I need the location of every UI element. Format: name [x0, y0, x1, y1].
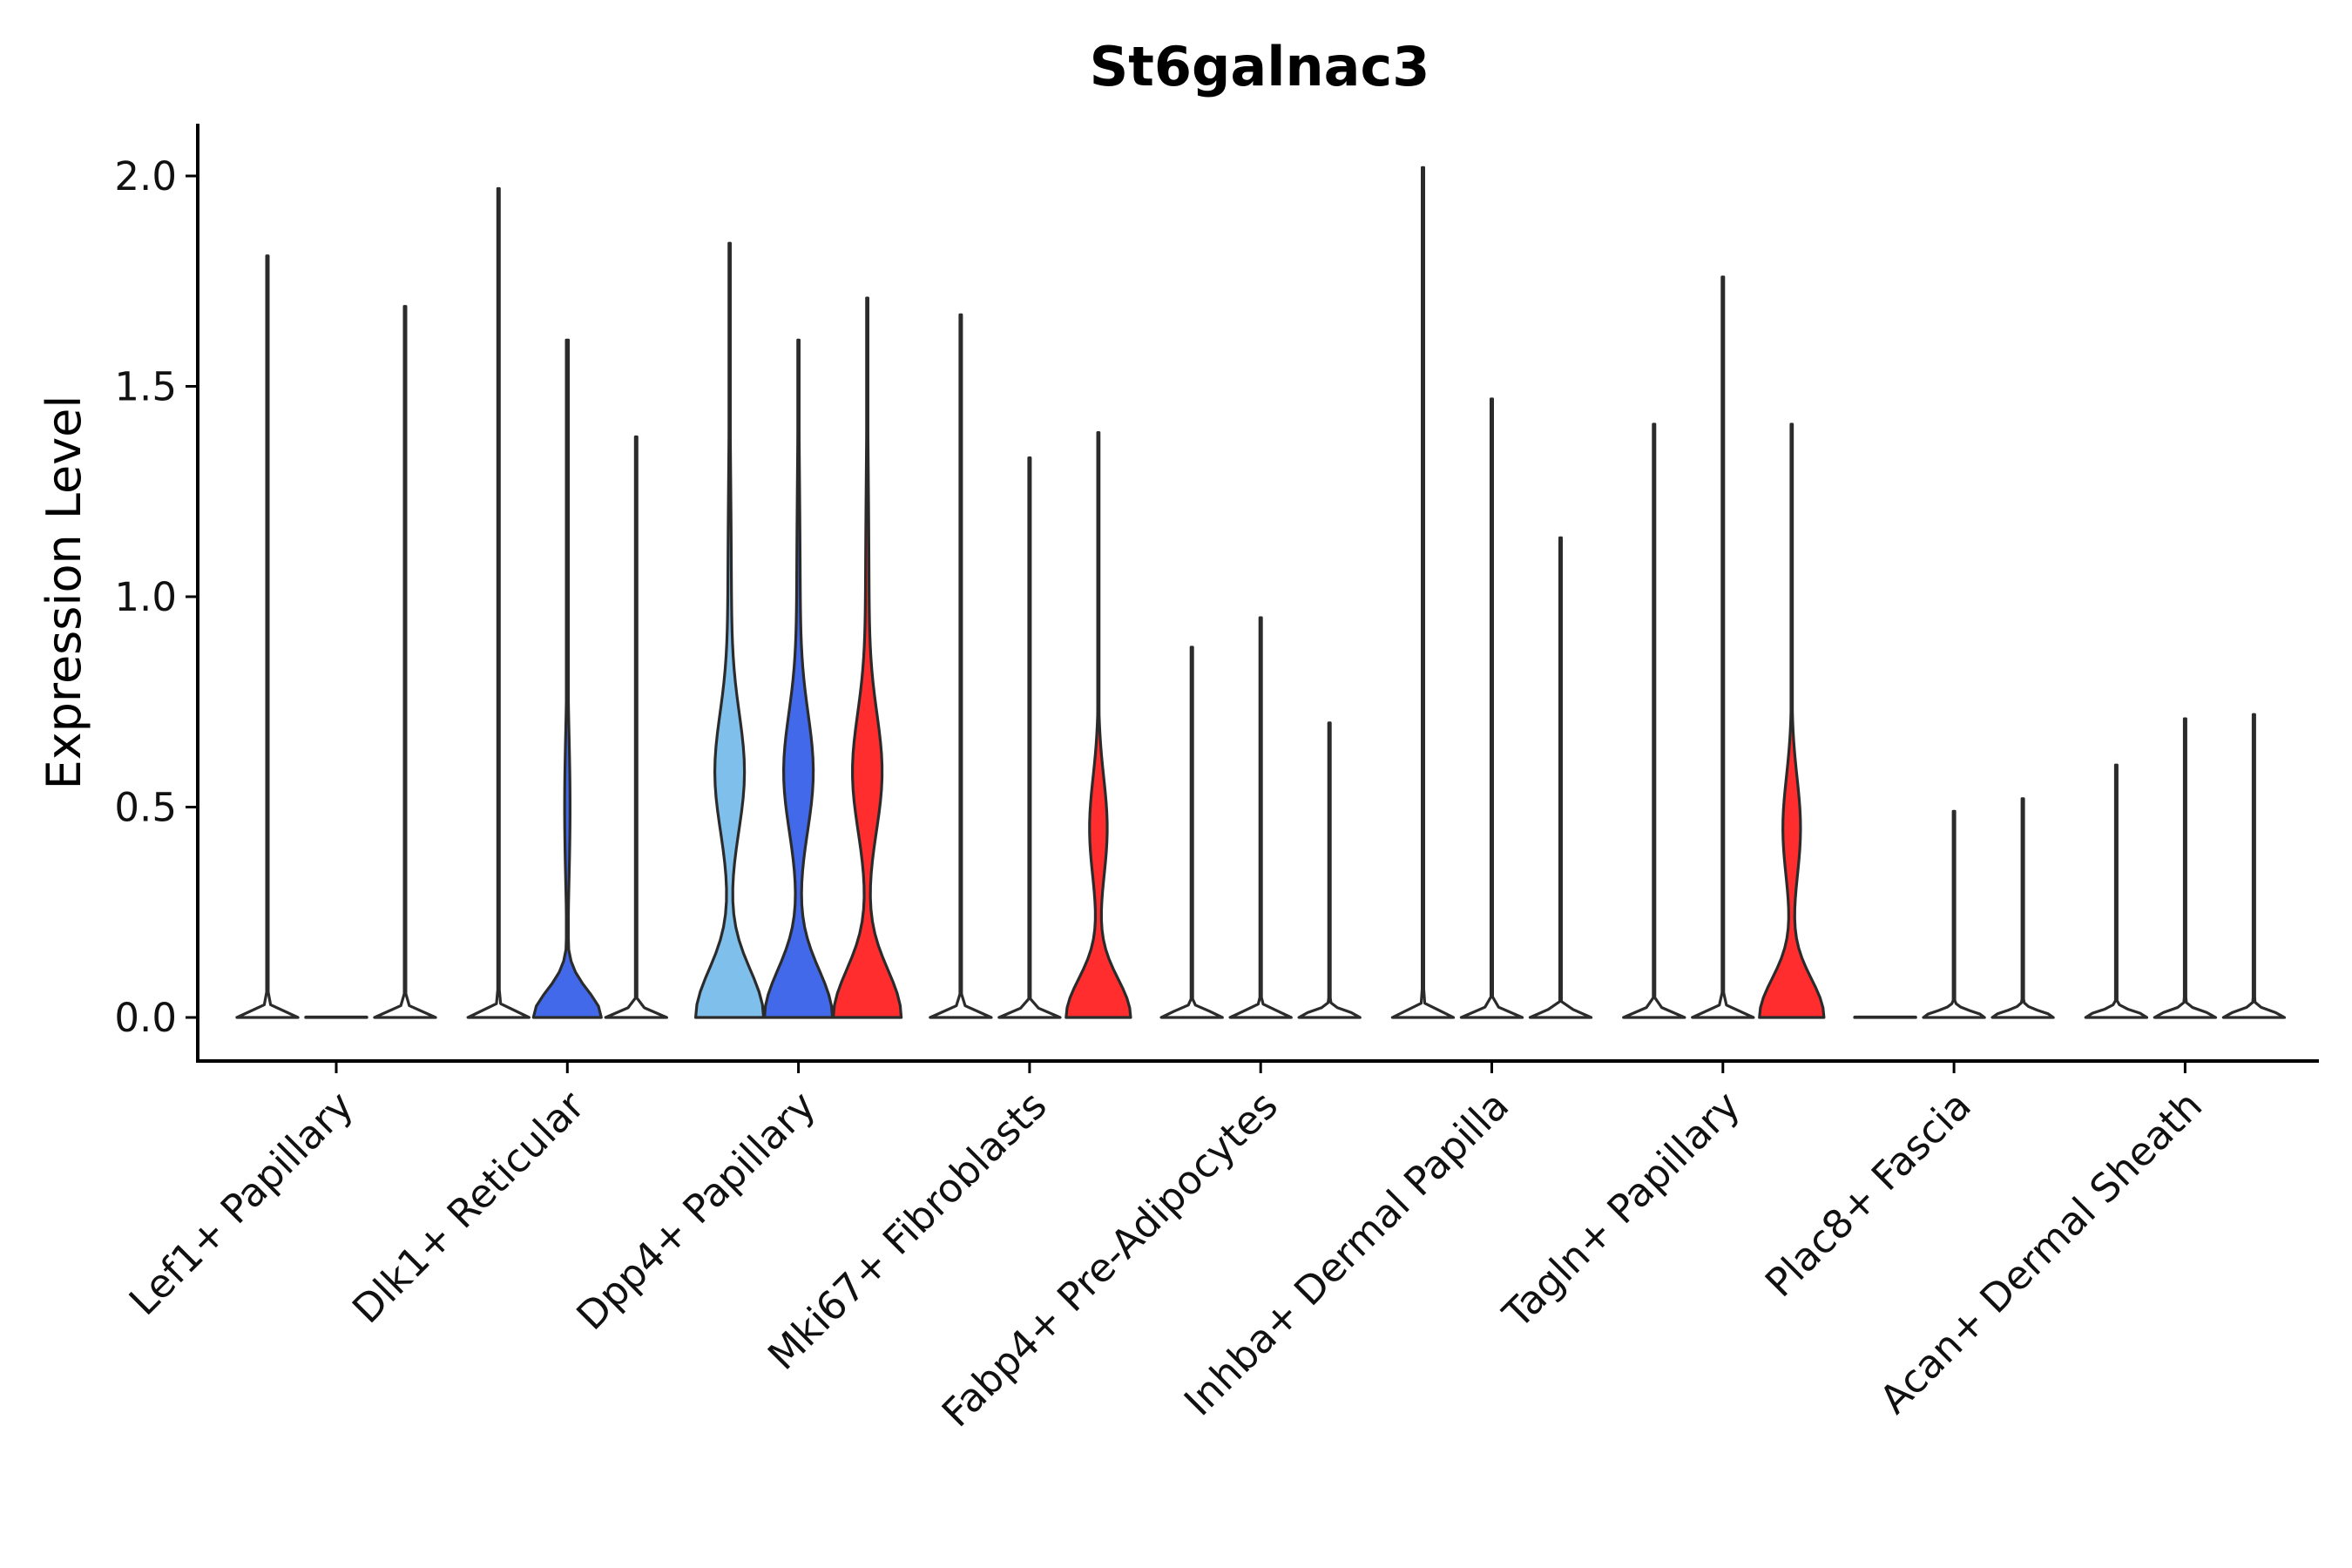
chart-title: St6galnac3	[1090, 35, 1430, 98]
violin-5-1	[1459, 397, 1524, 1019]
violin-1-0	[466, 186, 531, 1019]
violin-0-2	[373, 305, 437, 1019]
violin-4-1	[1228, 616, 1293, 1019]
violin-2-1	[762, 338, 835, 1019]
violin-6-2	[1758, 422, 1826, 1019]
x-tick-label: Dlk1+ Reticular	[343, 1082, 593, 1332]
violin-6-1	[1691, 275, 1755, 1019]
violin-5-2	[1528, 536, 1593, 1019]
violin-7-1	[1922, 809, 1986, 1019]
violin-1-2	[604, 435, 668, 1019]
violin-0-0	[235, 254, 300, 1019]
violin-5-0	[1390, 166, 1456, 1019]
violin-8-1	[2153, 717, 2218, 1019]
violin-2-0	[693, 241, 766, 1019]
y-ticks: 0.0 0.5 1.0 1.5 2.0	[114, 153, 198, 1041]
x-tick-label: Plac8+ Fascia	[1756, 1082, 1980, 1306]
violin-4-0	[1159, 645, 1224, 1019]
y-tick-label: 0.0	[114, 995, 177, 1041]
y-tick-label: 1.0	[114, 574, 177, 620]
violin-8-2	[2221, 713, 2287, 1019]
y-axis-label: Expression Level	[37, 395, 91, 790]
violin-4-2	[1297, 721, 1362, 1019]
violin-3-0	[929, 313, 993, 1019]
x-tick-label: Dpp4+ Papillary	[568, 1082, 825, 1339]
violin-1-1	[531, 338, 603, 1019]
violin-7-2	[1990, 797, 2055, 1019]
violin-2-2	[831, 296, 903, 1019]
violin-group	[235, 166, 2287, 1019]
violin-6-0	[1622, 422, 1686, 1019]
violin-3-2	[1064, 431, 1132, 1019]
violin-8-0	[2084, 763, 2149, 1019]
violin-3-1	[997, 456, 1062, 1019]
y-tick-label: 0.5	[114, 785, 177, 831]
x-tick-label: Tagln+ Papillary	[1493, 1082, 1748, 1337]
x-tick-label: Lef1+ Papillary	[120, 1082, 362, 1324]
y-tick-label: 2.0	[114, 153, 177, 199]
y-tick-label: 1.5	[114, 364, 177, 410]
